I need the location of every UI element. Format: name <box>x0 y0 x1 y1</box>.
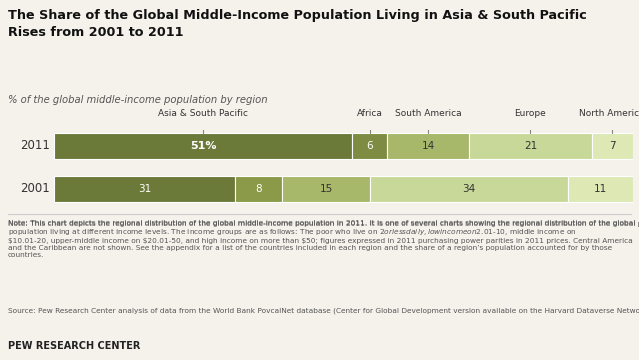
Bar <box>54 133 352 159</box>
Text: Europe: Europe <box>514 109 546 118</box>
Text: % of the global middle-income population by region: % of the global middle-income population… <box>8 95 267 105</box>
Text: The Share of the Global Middle-Income Population Living in Asia & South Pacific
: The Share of the Global Middle-Income Po… <box>8 9 587 39</box>
Text: 14: 14 <box>422 141 435 151</box>
Text: Note: This chart depicts the regional distribution of the global middle-income p: Note: This chart depicts the regional di… <box>8 221 639 228</box>
Bar <box>352 133 387 159</box>
Text: 31: 31 <box>138 184 151 194</box>
Bar <box>54 176 235 202</box>
Bar <box>568 176 633 202</box>
Text: Source: Pew Research Center analysis of data from the World Bank PovcalNet datab: Source: Pew Research Center analysis of … <box>8 308 639 314</box>
Bar <box>469 133 592 159</box>
Text: 34: 34 <box>463 184 475 194</box>
Bar <box>370 176 568 202</box>
Bar <box>282 176 370 202</box>
Bar <box>592 133 633 159</box>
Text: 11: 11 <box>594 184 607 194</box>
Bar <box>235 176 282 202</box>
Text: Asia & South Pacific: Asia & South Pacific <box>158 109 249 118</box>
Text: 2011: 2011 <box>20 139 50 152</box>
Text: North America: North America <box>580 109 639 118</box>
Text: 6: 6 <box>366 141 373 151</box>
Text: 7: 7 <box>609 141 615 151</box>
Text: Note: This chart depicts the regional distribution of the global middle-income p: Note: This chart depicts the regional di… <box>8 220 635 258</box>
Text: 21: 21 <box>524 141 537 151</box>
Text: PEW RESEARCH CENTER: PEW RESEARCH CENTER <box>8 341 140 351</box>
Text: South America: South America <box>395 109 461 118</box>
Text: 51%: 51% <box>190 141 217 151</box>
Text: 2001: 2001 <box>20 183 50 195</box>
Bar <box>387 133 469 159</box>
Text: 8: 8 <box>256 184 262 194</box>
Text: 15: 15 <box>320 184 332 194</box>
Text: Africa: Africa <box>357 109 383 118</box>
